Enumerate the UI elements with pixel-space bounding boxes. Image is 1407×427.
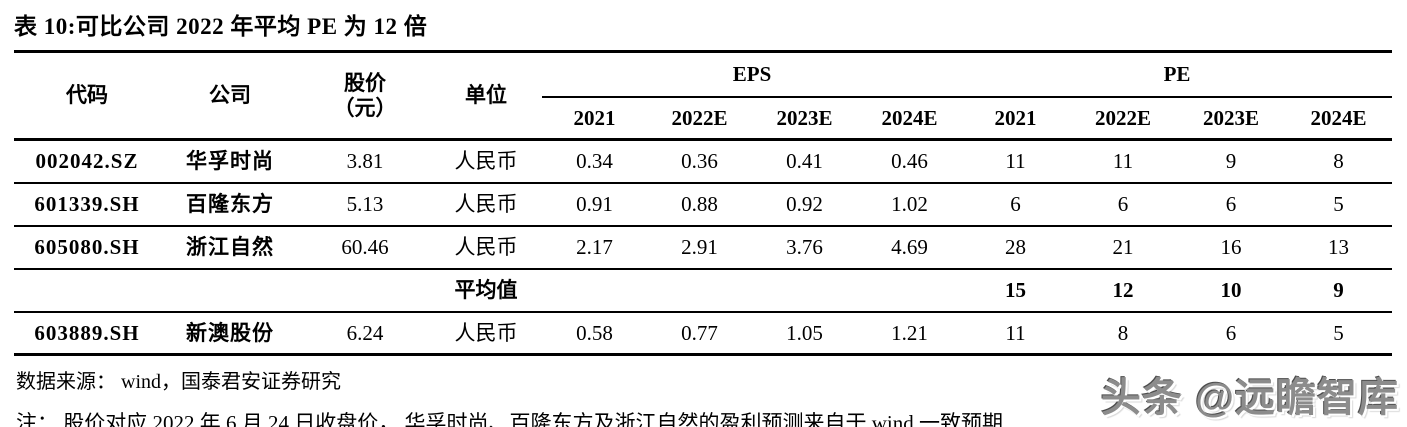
cell-eps-2023e (752, 269, 857, 312)
cell-eps-2022e: 0.77 (681, 320, 718, 345)
cell-company: 新澳股份 (186, 320, 274, 345)
cell-unit: 人民币 (454, 191, 518, 216)
cell-pe-2021: 15 (1005, 277, 1027, 302)
header-price-line2: （元） (333, 95, 397, 120)
cell-pe-2023e: 10 (1220, 277, 1242, 302)
cell-unit: 平均值 (454, 277, 518, 302)
cell-pe-2023e: 6 (1225, 191, 1237, 216)
cell-code: 605080.SH (34, 234, 140, 259)
header-year: 2024E (1310, 105, 1367, 130)
cell-pe-2022e: 8 (1117, 320, 1129, 345)
table-row: 603889.SH 新澳股份 6.24 人民币 0.58 0.77 1.05 1… (14, 312, 1392, 355)
cell-price: 6.24 (346, 320, 384, 345)
table-header: 代码 公司 股价 （元） 单位 EPS PE 2021 2022E 2023E … (14, 51, 1393, 140)
cell-pe-2021: 11 (1005, 320, 1026, 345)
header-year: 2024E (881, 105, 938, 130)
cell-pe-2022e: 21 (1112, 234, 1134, 259)
header-code: 代码 (66, 83, 108, 108)
cell-pe-2022e: 11 (1112, 149, 1134, 174)
watermark: 头条 @远瞻智库 (1100, 376, 1399, 420)
cell-eps-2023e: 0.41 (786, 149, 823, 174)
header-year: 2021 (573, 105, 616, 130)
cell-pe-2023e: 6 (1225, 320, 1237, 345)
header-price: 股价 （元） (300, 52, 430, 140)
cell-eps-2021: 0.91 (576, 191, 613, 216)
cell-company: 浙江自然 (186, 234, 274, 259)
cell-price: 3.81 (346, 149, 384, 174)
cell-code: 601339.SH (34, 191, 140, 216)
cell-eps-2021 (542, 269, 647, 312)
cell-eps-2022e: 0.36 (681, 149, 718, 174)
table-row: 605080.SH 浙江自然 60.46 人民币 2.17 2.91 3.76 … (14, 226, 1393, 269)
cell-price: 60.46 (341, 234, 389, 259)
cell-code: 603889.SH (34, 320, 140, 345)
header-company: 公司 (209, 83, 251, 108)
data-source-note: 数据来源： wind，国泰君安证券研究 (16, 371, 341, 393)
cell-company: 华孚时尚 (186, 149, 274, 174)
cell-unit: 人民币 (454, 234, 518, 259)
cell-pe-2024e: 13 (1328, 234, 1350, 259)
header-year: 2022E (671, 105, 728, 130)
cell-unit: 人民币 (454, 149, 518, 174)
header-year: 2023E (776, 105, 833, 130)
cell-pe-2023e: 9 (1225, 149, 1237, 174)
cell-eps-2022e: 2.91 (681, 234, 718, 259)
cell-eps-2022e: 0.88 (681, 191, 718, 216)
table-body: 002042.SZ 华孚时尚 3.81 人民币 0.34 0.36 0.41 0… (14, 140, 1393, 355)
header-row-years: 2021 2022E 2023E 2024E 2021 2022E 2023E … (14, 97, 1392, 140)
cell-pe-2023e: 16 (1220, 234, 1242, 259)
table-row: 002042.SZ 华孚时尚 3.81 人民币 0.34 0.36 0.41 0… (14, 140, 1393, 183)
header-row-groups: 代码 公司 股价 （元） 单位 EPS PE (14, 51, 1393, 120)
cell-pe-2022e: 6 (1117, 191, 1129, 216)
cell-eps-2024e: 0.46 (891, 149, 928, 174)
cell-eps-2022e (647, 269, 752, 312)
cell-pe-2024e: 9 (1333, 277, 1344, 302)
cell-eps-2024e: 1.02 (891, 191, 928, 216)
header-pe-group: PE (962, 51, 1393, 98)
header-eps-group: EPS (542, 51, 963, 98)
cell-code (14, 269, 160, 312)
header-year: 2023E (1203, 105, 1260, 130)
cell-eps-2024e: 4.69 (891, 234, 928, 259)
header-year: 2021 (994, 105, 1037, 130)
cell-pe-2024e: 8 (1333, 149, 1344, 174)
cell-unit: 人民币 (454, 320, 518, 345)
cell-pe-2024e: 5 (1333, 191, 1344, 216)
cell-pe-2024e: 5 (1333, 320, 1344, 345)
cell-price (300, 269, 430, 312)
cell-eps-2023e: 1.05 (786, 320, 823, 345)
cell-pe-2021: 28 (1005, 234, 1027, 259)
cell-company (160, 269, 300, 312)
cell-eps-2023e: 0.92 (786, 191, 823, 216)
cell-code: 002042.SZ (35, 149, 139, 174)
cell-eps-2024e (857, 269, 962, 312)
header-year: 2022E (1095, 105, 1152, 130)
cell-pe-2022e: 12 (1112, 277, 1134, 302)
cell-eps-2023e: 3.76 (786, 234, 823, 259)
table-row: 601339.SH 百隆东方 5.13 人民币 0.91 0.88 0.92 1… (14, 183, 1393, 226)
header-price-line1: 股价 (344, 71, 386, 96)
cell-eps-2024e: 1.21 (891, 320, 928, 345)
cell-pe-2021: 11 (1005, 149, 1026, 174)
table-title: 表 10:可比公司 2022 年平均 PE 为 12 倍 (14, 14, 428, 39)
cell-eps-2021: 0.34 (576, 149, 613, 174)
cell-eps-2021: 2.17 (576, 234, 613, 259)
cell-company: 百隆东方 (186, 191, 274, 216)
table-row: 平均值 15 12 10 9 (14, 269, 1393, 312)
pe-comparison-table: 代码 公司 股价 （元） 单位 EPS PE 2021 2022E 2023E … (14, 50, 1393, 356)
header-unit: 单位 (465, 83, 507, 108)
cell-price: 5.13 (346, 191, 384, 216)
cell-eps-2021: 0.58 (576, 320, 613, 345)
footnote: 注： 股价对应 2022 年 6 月 24 日收盘价， 华孚时尚、百隆东方及浙江… (16, 411, 1003, 427)
cell-pe-2021: 6 (1010, 191, 1021, 216)
